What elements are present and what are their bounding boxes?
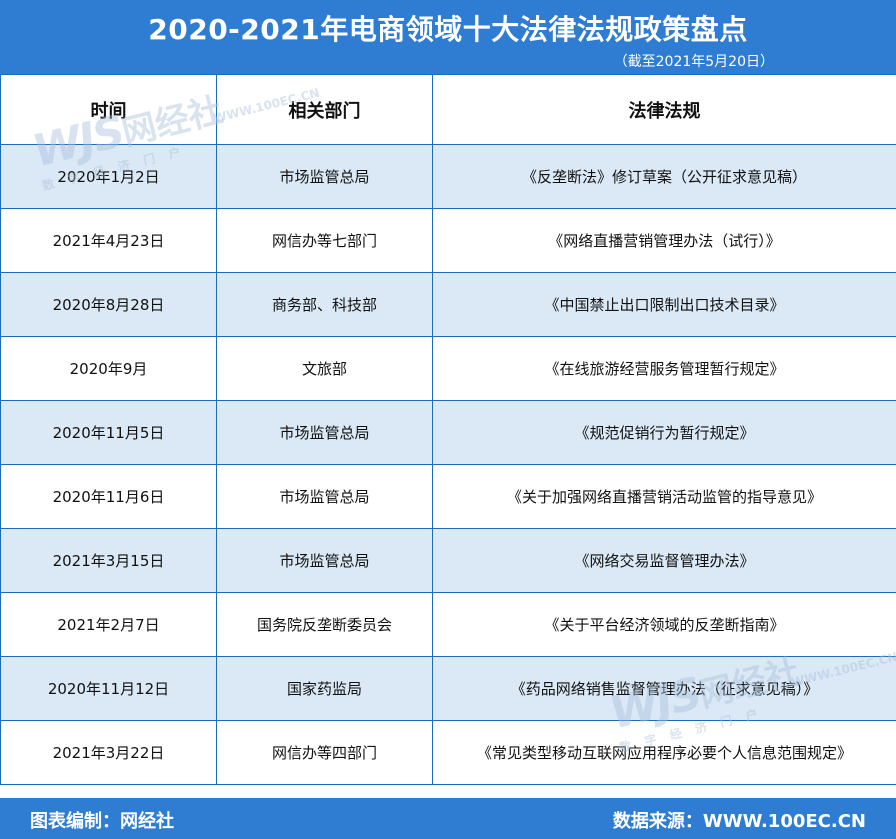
cell-law: 《网络交易监督管理办法》 <box>432 528 896 593</box>
page-subtitle: （截至2021年5月20日） <box>613 54 774 70</box>
table-row: 2021年3月15日 市场监管总局 《网络交易监督管理办法》 <box>0 528 896 593</box>
table-row: 2020年8月28日 商务部、科技部 《中国禁止出口限制出口技术目录》 <box>0 272 896 337</box>
footer-source: 数据来源：WWW.100EC.CN <box>612 811 866 832</box>
cell-dept: 市场监管总局 <box>216 464 433 529</box>
column-header-dept: 相关部门 <box>216 74 433 145</box>
table-row: 2020年9月 文旅部 《在线旅游经营服务管理暂行规定》 <box>0 336 896 401</box>
table-row: 2020年11月5日 市场监管总局 《规范促销行为暂行规定》 <box>0 400 896 465</box>
table-row: 2020年1月2日 市场监管总局 《反垄断法》修订草案（公开征求意见稿） <box>0 144 896 209</box>
cell-dept: 市场监管总局 <box>216 144 433 209</box>
cell-dept: 市场监管总局 <box>216 400 433 465</box>
cell-law: 《在线旅游经营服务管理暂行规定》 <box>432 336 896 401</box>
table-header-row: 时间 相关部门 法律法规 <box>0 74 896 145</box>
cell-dept: 商务部、科技部 <box>216 272 433 337</box>
cell-dept: 市场监管总局 <box>216 528 433 593</box>
column-header-date: 时间 <box>0 74 217 145</box>
cell-dept: 国务院反垄断委员会 <box>216 592 433 657</box>
cell-dept: 网信办等四部门 <box>216 720 433 785</box>
cell-date: 2021年2月7日 <box>0 592 217 657</box>
cell-date: 2020年8月28日 <box>0 272 217 337</box>
table-row: 2021年3月22日 网信办等四部门 《常见类型移动互联网应用程序必要个人信息范… <box>0 720 896 785</box>
cell-dept: 网信办等七部门 <box>216 208 433 273</box>
cell-date: 2020年9月 <box>0 336 217 401</box>
table-row: 2020年11月12日 国家药监局 《药品网络销售监督管理办法（征求意见稿）》 <box>0 656 896 721</box>
cell-date: 2020年1月2日 <box>0 144 217 209</box>
title-banner: 2020-2021年电商领域十大法律法规政策盘点 （截至2021年5月20日） <box>0 0 896 74</box>
cell-law: 《关于平台经济领域的反垄断指南》 <box>432 592 896 657</box>
cell-law: 《网络直播营销管理办法（试行）》 <box>432 208 896 273</box>
cell-date: 2020年11月6日 <box>0 464 217 529</box>
page-title: 2020-2021年电商领域十大法律法规政策盘点 <box>148 13 748 46</box>
cell-law: 《中国禁止出口限制出口技术目录》 <box>432 272 896 337</box>
cell-law: 《药品网络销售监督管理办法（征求意见稿）》 <box>432 656 896 721</box>
cell-law: 《规范促销行为暂行规定》 <box>432 400 896 465</box>
policy-table: 时间 相关部门 法律法规 2020年1月2日 市场监管总局 《反垄断法》修订草案… <box>0 74 896 785</box>
cell-date: 2021年3月15日 <box>0 528 217 593</box>
footer-credit: 图表编制：网经社 <box>30 811 174 832</box>
cell-date: 2021年3月22日 <box>0 720 217 785</box>
cell-law: 《反垄断法》修订草案（公开征求意见稿） <box>432 144 896 209</box>
footer-bar: 图表编制：网经社 数据来源：WWW.100EC.CN <box>0 798 896 839</box>
table-row: 2021年2月7日 国务院反垄断委员会 《关于平台经济领域的反垄断指南》 <box>0 592 896 657</box>
cell-date: 2020年11月12日 <box>0 656 217 721</box>
cell-date: 2021年4月23日 <box>0 208 217 273</box>
table-row: 2020年11月6日 市场监管总局 《关于加强网络直播营销活动监管的指导意见》 <box>0 464 896 529</box>
table-row: 2021年4月23日 网信办等七部门 《网络直播营销管理办法（试行）》 <box>0 208 896 273</box>
column-header-law: 法律法规 <box>432 74 896 145</box>
cell-law: 《关于加强网络直播营销活动监管的指导意见》 <box>432 464 896 529</box>
cell-dept: 文旅部 <box>216 336 433 401</box>
cell-law: 《常见类型移动互联网应用程序必要个人信息范围规定》 <box>432 720 896 785</box>
cell-dept: 国家药监局 <box>216 656 433 721</box>
cell-date: 2020年11月5日 <box>0 400 217 465</box>
